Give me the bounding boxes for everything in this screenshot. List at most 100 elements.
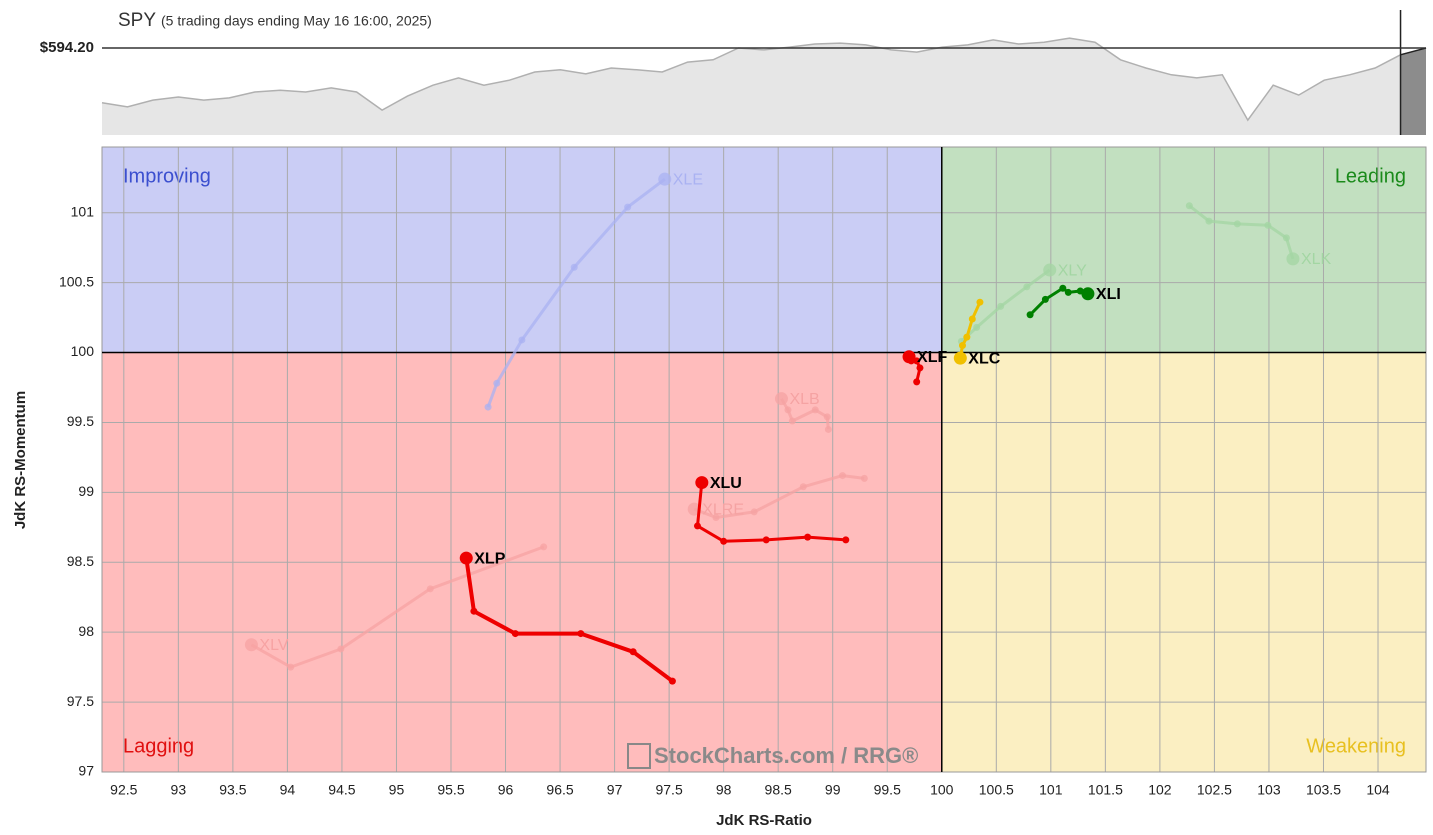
series-label: XLE [673,171,703,188]
head-point [695,476,709,490]
tail-point [824,425,832,433]
head-point [774,392,788,406]
x-tick-label: 95.5 [437,782,464,798]
tail-point [493,379,501,387]
tail-point [1185,202,1193,210]
x-tick-label: 100 [930,782,954,798]
tail-line [486,178,666,408]
highlight-line [1400,47,1427,56]
tail-point [1026,311,1034,319]
x-tick-label: 101.5 [1088,782,1123,798]
tail-point [668,677,676,685]
series-label: XLP [474,550,505,567]
tail-point [287,663,295,671]
series-label: XLK [1301,251,1332,268]
tail-point [913,378,921,386]
tail-point [470,607,478,615]
tail-point [799,483,807,491]
tail-point [693,522,701,530]
series-label: XLU [710,475,742,492]
x-tick-label: 97.5 [655,782,682,798]
y-tick-label: 97 [78,763,94,779]
tail-point [1059,284,1067,292]
tail-point [720,537,728,545]
tail-point [963,333,971,341]
highlight-area [1400,48,1426,135]
head-point [1043,263,1057,277]
series-label: XLI [1096,286,1121,303]
tail-point [540,543,548,551]
tail-point [624,203,632,211]
tail-point [1282,234,1290,242]
x-tick-label: 102 [1148,782,1172,798]
series-label: XLC [968,350,1000,367]
y-axis-label: JdK RS-Momentum [12,391,29,529]
tail-point [958,342,966,350]
tail-point [1023,283,1031,291]
x-tick-label: 92.5 [110,782,137,798]
tail-point [1233,220,1241,228]
series-label: XLY [1058,262,1087,279]
quadrant-label: Leading [1335,165,1406,187]
tail-point [570,263,578,271]
head-point [459,551,473,565]
head-point [244,638,258,652]
tail-point [973,323,981,331]
watermark-icon [627,743,651,769]
x-tick-label: 96 [498,782,514,798]
tail-point [712,514,720,522]
tail-point [577,630,585,638]
y-tick-label: 100 [71,343,95,359]
x-tick-label: 95 [389,782,405,798]
x-tick-label: 93 [171,782,187,798]
quadrant-label: Weakening [1306,735,1406,757]
tail-point [1041,295,1049,303]
tail-point [426,585,434,593]
head-point [902,350,916,364]
x-tick-label: 98 [716,782,732,798]
price-line [101,37,1427,122]
series-label: XLRE [702,501,744,518]
y-tick-label: 98 [78,623,94,639]
x-tick-label: 103 [1257,782,1281,798]
tail-point [1264,221,1272,229]
tail-point [484,403,492,411]
quadrant [102,147,942,353]
series-label: XLB [789,391,819,408]
y-tick-label: 98.5 [67,553,94,569]
tail-point [804,533,812,541]
tail-point [784,406,792,414]
tail-point [860,474,868,482]
tail-point [842,536,850,544]
spy-title: SPY [118,10,156,31]
tail-point [629,648,637,656]
y-tick-label: 99 [78,483,94,499]
head-point [1286,252,1300,266]
spy-subtitle: (5 trading days ending May 16 16:00, 202… [161,13,432,29]
tail-point [788,417,796,425]
tail-point [1205,217,1213,225]
tail-point [839,472,847,480]
quadrant-label: Improving [123,165,211,187]
tail-point [750,508,758,516]
head-point [1081,287,1095,301]
y-tick-label: 99.5 [67,413,94,429]
tail-point [968,315,976,323]
price-area [102,38,1426,135]
quadrant-label: Lagging [123,735,194,757]
series-label: XLF [917,349,947,366]
x-tick-label: 94.5 [328,782,355,798]
tail-point [762,536,770,544]
x-tick-label: 99.5 [874,782,901,798]
tail-point [997,302,1005,310]
head-point [658,172,672,186]
plots: $594.20 Improving Leading Lagging Weakening 9… [40,10,1427,798]
y-tick-label: 97.5 [67,693,94,709]
tail-point [976,298,984,306]
x-tick-label: 98.5 [765,782,792,798]
tail-point [916,364,924,372]
tail-point [337,645,345,653]
y-tick-label: 101 [71,203,95,219]
x-tick-label: 94 [280,782,296,798]
tail-point [1064,288,1072,296]
